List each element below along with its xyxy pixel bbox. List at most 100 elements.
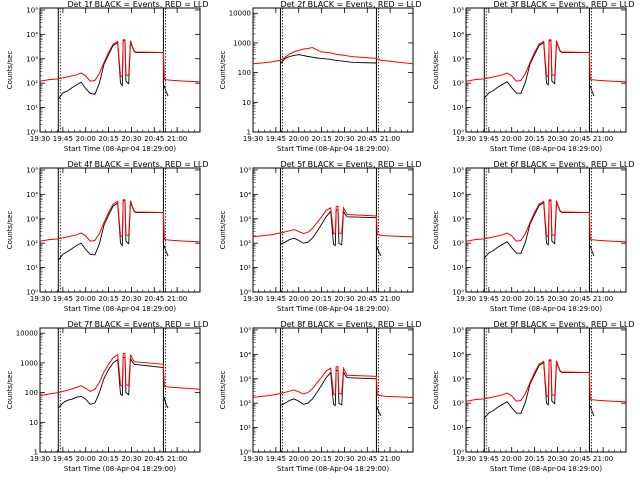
y-axis-label: Counts/sec xyxy=(219,211,227,250)
x-tick-label: 20:00 xyxy=(502,455,522,463)
x-tick-label: 19:45 xyxy=(53,455,73,463)
y-tick-label: 10¹ xyxy=(239,264,251,272)
y-tick-label: 10⁴ xyxy=(26,191,38,199)
y-tick-label: 10¹ xyxy=(452,424,464,432)
panel-title: Det 6f BLACK = Events, RED = LLD xyxy=(493,160,634,169)
panel-title: Det 9f BLACK = Events, RED = LLD xyxy=(493,320,634,329)
x-tick-label: 19:30 xyxy=(243,295,263,303)
panel-title: Det 7f BLACK = Events, RED = LLD xyxy=(67,320,208,329)
events-series-line xyxy=(483,360,595,419)
lld-series-line xyxy=(39,199,201,243)
x-tick-label: 21:00 xyxy=(167,135,187,143)
x-tick-label: 20:30 xyxy=(121,295,141,303)
y-axis-label: Counts/sec xyxy=(6,51,14,90)
x-tick-label: 19:45 xyxy=(479,455,499,463)
x-axis-label: Start Time (08-Apr-04 18:29:00) xyxy=(277,145,389,153)
y-tick-label: 10⁰ xyxy=(452,289,464,297)
x-axis-label: Start Time (08-Apr-04 18:29:00) xyxy=(277,465,389,473)
x-tick-label: 20:30 xyxy=(334,135,354,143)
x-tick-label: 20:00 xyxy=(76,455,96,463)
x-tick-label: 20:45 xyxy=(144,295,164,303)
events-series-line xyxy=(280,369,382,417)
x-tick-label: 20:00 xyxy=(502,135,522,143)
x-tick-label: 20:45 xyxy=(144,135,164,143)
x-tick-label: 20:15 xyxy=(311,295,331,303)
x-axis-label: Start Time (08-Apr-04 18:29:00) xyxy=(64,305,176,313)
x-tick-label: 20:45 xyxy=(570,455,590,463)
x-tick-label: 19:45 xyxy=(479,295,499,303)
x-axis-label: Start Time (08-Apr-04 18:29:00) xyxy=(490,145,602,153)
y-tick-label: 1 xyxy=(34,449,38,457)
y-tick-label: 10³ xyxy=(452,55,464,63)
plot-frame xyxy=(252,7,414,133)
y-tick-label: 10² xyxy=(452,400,464,408)
y-axis-label: Counts/sec xyxy=(432,51,440,90)
panel-title: Det 2f BLACK = Events, RED = LLD xyxy=(280,0,421,9)
x-tick-label: 20:15 xyxy=(98,455,118,463)
x-tick-label: 20:15 xyxy=(98,295,118,303)
x-tick-label: 20:30 xyxy=(334,295,354,303)
y-axis-label: Counts/sec xyxy=(6,211,14,250)
x-tick-label: 21:00 xyxy=(167,455,187,463)
x-tick-label: 21:00 xyxy=(593,295,613,303)
y-tick-label: 10⁵ xyxy=(452,166,464,174)
x-tick-label: 20:45 xyxy=(144,455,164,463)
x-tick-label: 21:00 xyxy=(167,295,187,303)
events-series-line xyxy=(483,200,595,259)
y-tick-label: 10⁴ xyxy=(452,351,464,359)
y-tick-label: 10¹ xyxy=(26,104,38,112)
x-tick-label: 20:45 xyxy=(357,135,377,143)
lld-series-line xyxy=(252,46,414,65)
y-tick-label: 10⁵ xyxy=(239,166,251,174)
x-tick-label: 20:00 xyxy=(76,135,96,143)
y-tick-label: 10⁵ xyxy=(239,326,251,334)
lld-series-line xyxy=(252,205,414,238)
events-series-line xyxy=(280,209,382,257)
events-series-line xyxy=(57,357,169,409)
y-tick-label: 10¹ xyxy=(26,264,38,272)
panel-4f: Det 4f BLACK = Events, RED = LLD 19:30 19:… xyxy=(6,160,209,313)
y-axis-label: Counts/sec xyxy=(219,371,227,410)
x-axis-label: Start Time (08-Apr-04 18:29:00) xyxy=(64,145,176,153)
x-tick-label: 19:45 xyxy=(479,135,499,143)
lld-series-line xyxy=(252,366,414,398)
x-tick-label: 20:15 xyxy=(98,135,118,143)
y-tick-label: 100 xyxy=(238,69,251,77)
panel-7f: Det 7f BLACK = Events, RED = LLD 19:30 19:… xyxy=(6,320,209,473)
y-tick-label: 10⁴ xyxy=(452,191,464,199)
y-tick-label: 10⁵ xyxy=(452,326,464,334)
y-tick-label: 10⁴ xyxy=(26,31,38,39)
panel-title: Det 3f BLACK = Events, RED = LLD xyxy=(493,0,634,9)
x-tick-label: 20:00 xyxy=(76,295,96,303)
y-tick-label: 10³ xyxy=(239,375,251,383)
y-tick-label: 10⁴ xyxy=(239,191,251,199)
panel-title: Det 8f BLACK = Events, RED = LLD xyxy=(280,320,421,329)
x-tick-label: 20:15 xyxy=(311,455,331,463)
x-tick-label: 20:15 xyxy=(524,135,544,143)
x-tick-label: 20:45 xyxy=(357,295,377,303)
events-series-line xyxy=(57,40,169,100)
x-tick-label: 19:45 xyxy=(53,135,73,143)
x-tick-label: 21:00 xyxy=(593,135,613,143)
y-tick-label: 10¹ xyxy=(452,104,464,112)
y-tick-label: 1000 xyxy=(20,359,38,367)
x-tick-label: 20:30 xyxy=(547,295,567,303)
y-axis-label: Counts/sec xyxy=(6,371,14,410)
y-tick-label: 10000 xyxy=(229,10,251,18)
y-tick-label: 10⁴ xyxy=(239,351,251,359)
y-tick-label: 10 xyxy=(29,419,38,427)
y-tick-label: 10⁵ xyxy=(26,166,38,174)
y-tick-label: 10² xyxy=(452,240,464,248)
x-tick-label: 21:00 xyxy=(380,135,400,143)
lld-series-line xyxy=(465,359,627,403)
events-series-line xyxy=(280,54,377,64)
x-tick-label: 20:30 xyxy=(121,455,141,463)
x-tick-label: 19:30 xyxy=(30,455,50,463)
y-tick-label: 10⁰ xyxy=(452,129,464,137)
lld-series-line xyxy=(465,39,627,83)
panel-6f: Det 6f BLACK = Events, RED = LLD 19:30 19:… xyxy=(432,160,635,313)
lld-series-line xyxy=(39,352,201,396)
x-tick-label: 19:45 xyxy=(266,455,286,463)
x-tick-label: 19:30 xyxy=(456,455,476,463)
x-tick-label: 20:00 xyxy=(289,295,309,303)
